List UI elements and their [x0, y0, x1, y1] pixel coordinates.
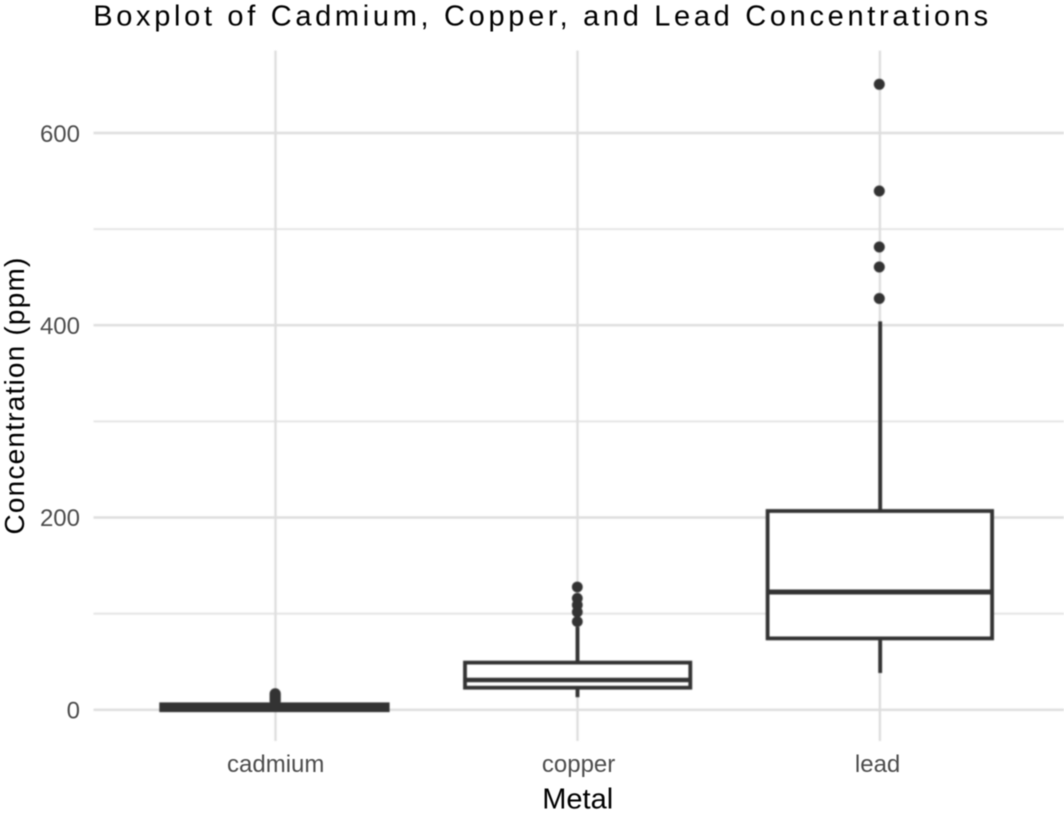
- svg-text:400: 400: [40, 313, 80, 340]
- svg-text:Concentration (ppm): Concentration (ppm): [0, 256, 30, 534]
- svg-text:Metal: Metal: [542, 784, 613, 812]
- svg-text:0: 0: [67, 698, 80, 725]
- svg-text:200: 200: [40, 505, 80, 532]
- svg-text:Boxplot of Cadmium, Copper, an: Boxplot of Cadmium, Copper, and Lead Con…: [93, 1, 992, 33]
- svg-text:lead: lead: [855, 751, 900, 778]
- svg-text:copper: copper: [542, 751, 615, 778]
- svg-text:600: 600: [40, 121, 80, 148]
- svg-text:cadmium: cadmium: [227, 751, 324, 778]
